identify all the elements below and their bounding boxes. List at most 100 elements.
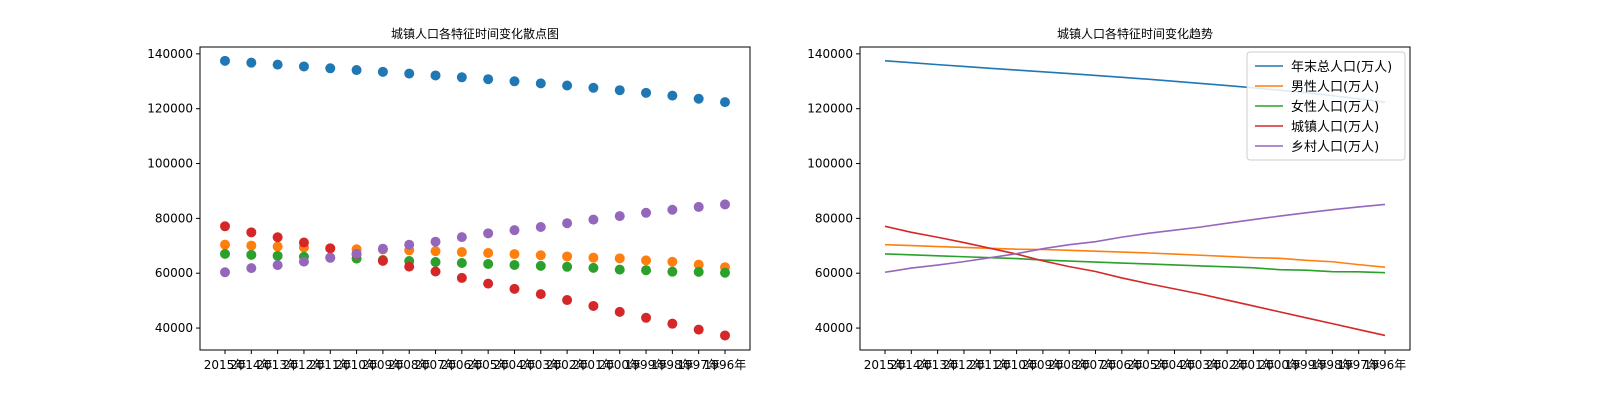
scatter-point: [272, 232, 283, 243]
scatter-point: [456, 72, 467, 83]
scatter-point: [509, 76, 520, 87]
scatter-point: [693, 259, 704, 270]
series-line: [884, 203, 1386, 274]
scatter-point: [588, 300, 599, 311]
x-tick-label: 1998年: [1311, 358, 1354, 372]
x-tick-label: 2006年: [441, 358, 484, 372]
x-tick-label: 2015年: [864, 358, 907, 372]
scatter-point: [325, 243, 336, 254]
scatter-point: [430, 257, 441, 268]
scatter-point: [246, 249, 257, 260]
x-tick-label: 2012年: [943, 358, 986, 372]
x-tick-label: 2011年: [969, 358, 1012, 372]
x-tick-label: 2003年: [520, 358, 563, 372]
scatter-point: [272, 59, 283, 70]
x-tick-label: 2009年: [362, 358, 405, 372]
scatter-point: [483, 74, 494, 85]
scatter-point: [509, 259, 520, 270]
scatter-point: [720, 330, 730, 341]
scatter-point: [483, 258, 494, 269]
legend: 年末总人口(万人) 男性人口(万人) 女性人口(万人) 城镇人口(万人) 乡村人口(万人…: [1246, 51, 1406, 161]
scatter-point: [641, 255, 652, 266]
y-tick-label: 140000: [147, 47, 193, 61]
x-tick-label: 2010年: [995, 358, 1038, 372]
scatter-point: [483, 278, 494, 289]
x-tick-label: 2008年: [388, 358, 431, 372]
scatter-point: [667, 90, 678, 101]
scatter-point: [667, 266, 678, 277]
scatter-point: [351, 65, 362, 76]
x-tick-label: 1996年: [704, 358, 747, 372]
scatter-point: [377, 66, 388, 77]
y-tick-label: 80000: [155, 211, 193, 225]
x-tick-label: 2006年: [1101, 358, 1144, 372]
scatter-point: [535, 260, 546, 271]
y-tick-label: 120000: [807, 102, 853, 116]
y-tick-label: 40000: [815, 321, 853, 335]
x-tick-label: 2005年: [1127, 358, 1170, 372]
line-chart: 城镇人口各特征时间变化趋势 40000 60000 80000 100000 12000…: [807, 26, 1411, 372]
scatter-point: [246, 57, 257, 68]
y-tick-label: 60000: [815, 266, 853, 280]
x-tick-label: 1996年: [1364, 358, 1407, 372]
scatter-point: [483, 228, 494, 239]
plot-frame: [199, 46, 751, 351]
x-tick-label: 2007年: [1074, 358, 1117, 372]
legend-label: 城镇人口(万人): [1291, 120, 1379, 135]
scatter-point: [693, 93, 704, 104]
x-tick-label: 2009年: [1022, 358, 1065, 372]
scatter-point: [325, 252, 336, 263]
x-tick-label: 2005年: [467, 358, 510, 372]
scatter-point: [246, 263, 257, 274]
scatter-point: [641, 312, 652, 323]
scatter-point: [456, 258, 467, 269]
y-tick-label: 40000: [155, 321, 193, 335]
x-tick-label: 2002年: [1206, 358, 1249, 372]
y-tick-label: 100000: [807, 157, 853, 171]
scatter-point: [535, 250, 546, 261]
scatter-point: [614, 264, 625, 275]
legend-label: 年末总人口(万人): [1291, 60, 1392, 75]
x-tick-label: 2004年: [1153, 358, 1196, 372]
scatter-point: [246, 227, 257, 238]
x-tick-label: 2002年: [546, 358, 589, 372]
x-tick-label: 2012年: [283, 358, 326, 372]
x-tick-label: 2007年: [414, 358, 457, 372]
x-tick-label: 2004年: [493, 358, 536, 372]
x-tick-label: 1997年: [677, 358, 720, 372]
series-line: [884, 243, 1386, 268]
chart-title: 城镇人口各特征时间变化散点图: [391, 26, 559, 41]
x-tick-label: 2015年: [204, 358, 247, 372]
scatter-point: [588, 262, 599, 273]
x-tick-label: 2001年: [1232, 358, 1275, 372]
scatter-point: [325, 63, 336, 74]
scatter-point: [641, 207, 652, 218]
y-tick-label: 60000: [155, 266, 193, 280]
scatter-point: [351, 248, 362, 259]
scatter-point: [377, 243, 388, 254]
scatter-point: [720, 267, 730, 278]
scatter-point: [430, 266, 441, 277]
scatter-point: [720, 97, 730, 108]
scatter-point: [272, 250, 283, 261]
scatter-point: [430, 246, 441, 257]
scatter-point: [562, 218, 573, 229]
scatter-point: [456, 232, 467, 243]
scatter-point: [588, 214, 599, 225]
plot-frame: [859, 46, 1411, 351]
scatter-point: [298, 237, 309, 248]
x-tick-label: 2013年: [916, 358, 959, 372]
x-tick-label: 1999年: [1285, 358, 1328, 372]
scatter-point: [456, 272, 467, 283]
series-line: [884, 253, 1386, 274]
scatter-point: [272, 260, 283, 271]
legend-label: 乡村人口(万人): [1291, 140, 1379, 155]
x-tick-label: 2000年: [1258, 358, 1301, 372]
x-tick-label: 2014年: [890, 358, 933, 372]
scatter-point: [246, 240, 257, 251]
x-tick-label: 2000年: [598, 358, 641, 372]
scatter-point: [667, 256, 678, 267]
scatter-point: [641, 87, 652, 98]
x-tick-label: 1999年: [625, 358, 668, 372]
scatter-point: [562, 251, 573, 262]
